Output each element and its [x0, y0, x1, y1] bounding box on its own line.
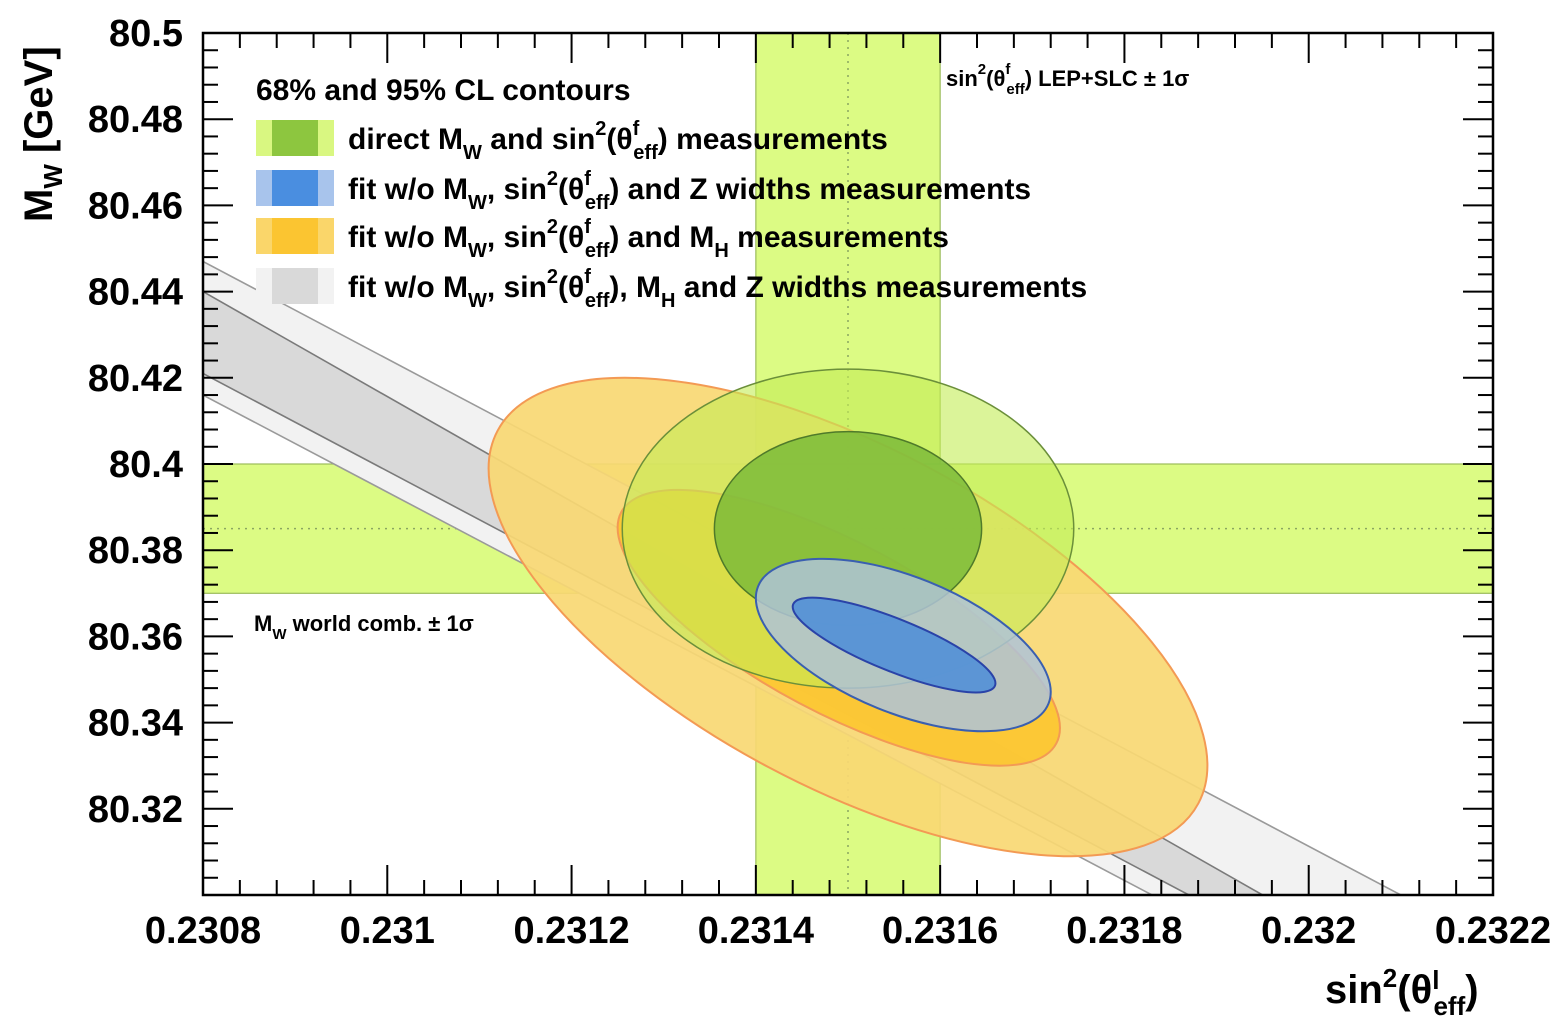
y-tick-label: 80.4 — [109, 444, 183, 486]
legend-swatch-inner — [272, 170, 318, 206]
legend-label: fit w/o MW, sin2(θf eff) and Z widths mea… — [348, 168, 1031, 214]
y-tick-label: 80.32 — [88, 789, 183, 831]
x-tick-label: 0.232 — [1261, 910, 1356, 952]
legend-swatch-inner — [272, 120, 318, 156]
y-tick-label: 80.38 — [88, 530, 183, 572]
x-tick-label: 0.2316 — [882, 910, 998, 952]
legend-title: 68% and 95% CL contours — [256, 74, 631, 107]
legend-label: fit w/o MW, sin2(θf eff) and MH measureme… — [348, 216, 949, 262]
y-tick-label: 80.5 — [109, 13, 183, 55]
x-tick-label: 0.231 — [340, 910, 435, 952]
x-tick-label: 0.2314 — [698, 910, 814, 952]
y-axis-title: MW [GeV] — [17, 46, 68, 222]
legend-swatch-inner — [272, 218, 318, 254]
x-tick-label: 0.2308 — [145, 910, 261, 952]
y-tick-label: 80.42 — [88, 358, 183, 400]
y-tick-label: 80.46 — [88, 185, 183, 227]
legend-label: fit w/o MW, sin2(θf eff), MH and Z widths… — [348, 266, 1087, 312]
blue-contour-68 — [791, 596, 997, 694]
y-tick-label: 80.34 — [88, 703, 183, 745]
sin2-band-label: sin2(θf eff) LEP+SLC ± 1σ — [946, 61, 1189, 98]
mw-band-label: MW world comb. ± 1σ — [254, 611, 474, 643]
x-tick-label: 0.2322 — [1435, 910, 1551, 952]
x-tick-label: 0.2318 — [1066, 910, 1182, 952]
legend-label: direct MW and sin2(θf eff) measurements — [348, 118, 888, 164]
x-axis-title: sin2(θl eff) — [1325, 963, 1479, 1021]
y-tick-label: 80.48 — [88, 99, 183, 141]
x-tick-label: 0.2312 — [513, 910, 629, 952]
legend-swatch-inner — [272, 268, 318, 304]
y-tick-label: 80.36 — [88, 616, 183, 658]
y-tick-label: 80.44 — [88, 272, 183, 314]
